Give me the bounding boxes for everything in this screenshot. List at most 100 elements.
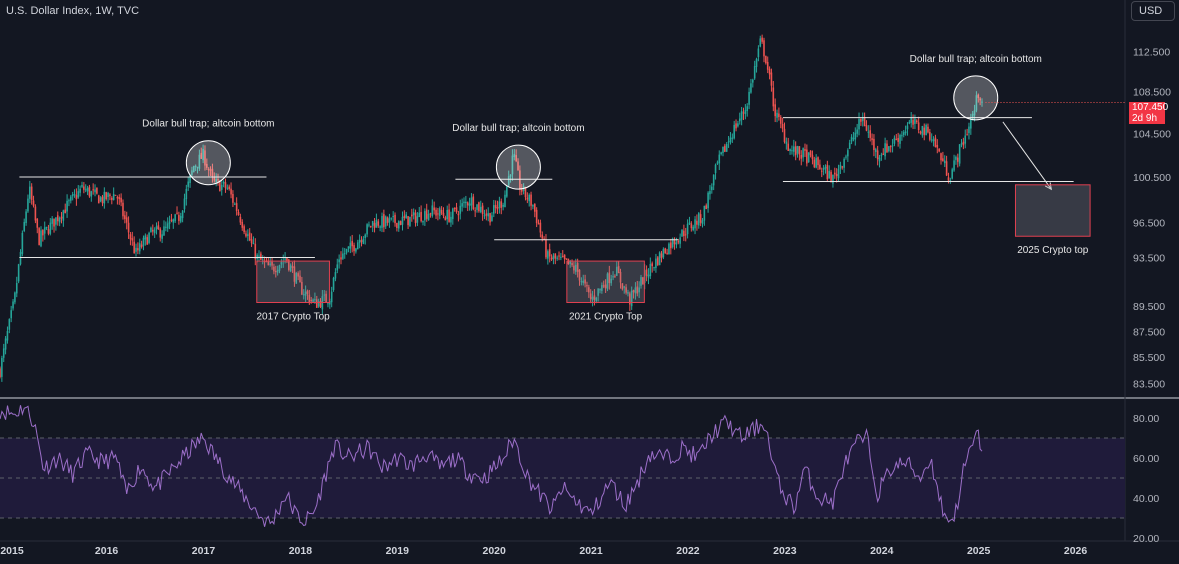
candle-body <box>8 319 11 330</box>
candle-body <box>137 248 139 251</box>
candle-body <box>405 214 408 219</box>
candle-body <box>235 203 238 212</box>
candle-body <box>15 283 18 294</box>
candle-body <box>301 281 303 295</box>
candle-body <box>670 242 672 249</box>
candle-body <box>917 122 920 131</box>
candle-body <box>304 291 307 296</box>
candle-body <box>302 294 305 296</box>
candle-body <box>452 208 454 219</box>
candle-body <box>256 254 258 259</box>
candle-body <box>172 219 175 223</box>
candle-body <box>796 146 799 154</box>
candle-body <box>407 216 409 226</box>
candle-body <box>481 205 484 215</box>
candle-body <box>610 278 612 284</box>
candle-body <box>29 186 31 199</box>
candle-body <box>569 260 571 264</box>
candle-body <box>778 113 780 118</box>
candle-body <box>32 200 35 206</box>
candle-body <box>940 153 942 161</box>
candle-body <box>424 211 426 221</box>
candle-body <box>261 259 264 261</box>
candle-body <box>727 141 730 143</box>
candle-body <box>630 290 633 307</box>
currency-button[interactable]: USD <box>1131 1 1175 21</box>
arrow-line[interactable] <box>1002 121 1052 190</box>
candle-body <box>351 241 353 247</box>
candle-body <box>97 195 100 204</box>
candle-body <box>332 278 335 290</box>
candle-body <box>791 150 793 152</box>
candle-body <box>440 209 443 214</box>
crypto-top-box[interactable] <box>256 260 330 303</box>
candle-body <box>30 186 33 201</box>
candle-body <box>17 264 20 282</box>
candle-body <box>161 234 163 239</box>
price-tick-label: 89.500 <box>1133 301 1165 313</box>
candle-body <box>532 205 534 207</box>
candle-body <box>724 145 726 152</box>
candle-body <box>843 158 845 168</box>
candle-body <box>861 117 864 122</box>
bull-trap-circle[interactable] <box>185 140 231 186</box>
candle-body <box>150 227 152 232</box>
candle-body <box>621 283 624 290</box>
candle-body <box>504 194 506 207</box>
crypto-top-box[interactable] <box>566 260 645 303</box>
rsi-tick-label: 80.00 <box>1133 413 1159 425</box>
candle-body <box>455 207 458 212</box>
candle-body <box>873 138 875 151</box>
crypto-top-label: 2021 Crypto Top <box>569 311 643 322</box>
candle-body <box>938 149 940 152</box>
candle-body <box>902 132 905 136</box>
candle-body <box>658 252 661 266</box>
candle-body <box>105 192 108 200</box>
candle-body <box>466 202 469 206</box>
candle-body <box>107 192 109 197</box>
candle-body <box>608 272 611 283</box>
bar-countdown: 2d 9h <box>1132 113 1158 124</box>
candle-body <box>878 157 881 162</box>
candle-body <box>204 150 206 166</box>
candle-body <box>297 273 299 277</box>
candle-body <box>409 216 411 227</box>
candle-body <box>226 187 229 189</box>
candle-body <box>684 234 687 236</box>
candle-body <box>953 160 955 171</box>
candle-body <box>573 265 575 271</box>
candle-body <box>319 300 322 308</box>
candle-body <box>192 166 195 173</box>
candle-body <box>94 189 96 193</box>
candle-body <box>893 137 896 144</box>
candle-body <box>353 245 355 252</box>
price-tick-label: 108.500 <box>1133 87 1171 99</box>
candle-body <box>582 280 585 283</box>
candle-body <box>586 285 588 287</box>
candle-body <box>595 297 598 301</box>
candle-body <box>103 191 106 204</box>
candle-body <box>191 170 193 176</box>
crypto-top-box[interactable] <box>1014 184 1091 237</box>
candle-body <box>336 264 339 271</box>
candle-body <box>489 213 491 223</box>
date-tick-label: 2016 <box>95 545 119 557</box>
candle-body <box>202 148 204 161</box>
bull-trap-circle[interactable] <box>495 144 541 190</box>
candle-body <box>83 186 85 190</box>
candle-body <box>975 95 978 111</box>
candle-body <box>476 204 478 210</box>
candle-body <box>416 216 419 223</box>
candle-body <box>293 266 296 282</box>
candle-body <box>776 112 778 118</box>
last-price-value: 107.450 <box>1132 102 1169 113</box>
rsi-tick-label: 40.00 <box>1133 493 1159 505</box>
candle-body <box>509 174 512 177</box>
candle-body <box>412 212 415 216</box>
candle-body <box>766 61 769 70</box>
candle-body <box>56 215 59 222</box>
bull-trap-circle[interactable] <box>953 75 999 121</box>
candle-body <box>200 152 203 159</box>
candle-body <box>185 188 188 200</box>
